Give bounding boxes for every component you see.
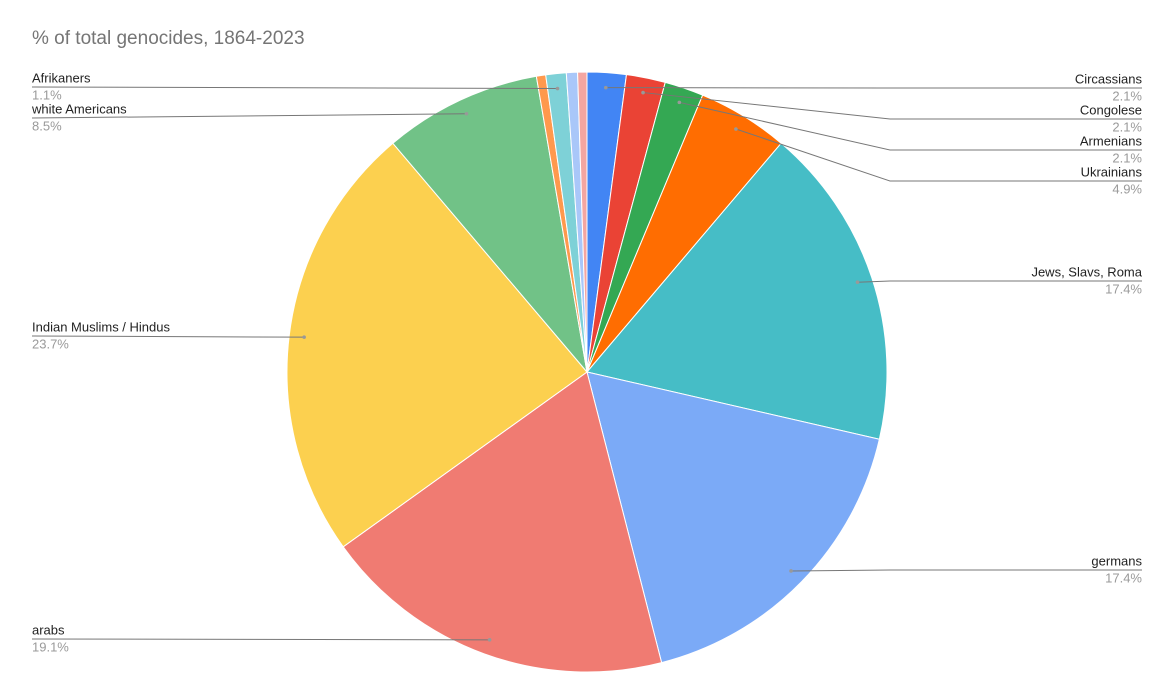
chart-title: % of total genocides, 1864-2023 (32, 28, 305, 49)
leader-dot (641, 90, 645, 95)
slice-value-label: 17.4% (1105, 570, 1142, 585)
slice-value-label: 1.1% (32, 87, 62, 102)
slice-value-label: 2.1% (1112, 119, 1142, 134)
leader-line (31, 113, 467, 119)
pie-slice (286, 142, 588, 548)
slice-label: Armenians (1080, 133, 1143, 148)
pie-slice (342, 371, 663, 673)
pie-slice (392, 75, 588, 374)
leader-dot (677, 100, 682, 105)
leader-dot (302, 335, 306, 339)
slice-label: Circassians (1075, 71, 1143, 86)
leader-dot (487, 638, 492, 642)
slice-label: Indian Muslims / Hindus (32, 319, 170, 334)
leader-line (642, 92, 1142, 120)
leader-dot (464, 111, 469, 116)
pie-slice (577, 71, 588, 373)
slice-value-label: 17.4% (1105, 281, 1142, 296)
leader-line (31, 86, 558, 90)
leader-dot (734, 127, 738, 131)
slice-value-label: 4.9% (1112, 181, 1142, 196)
leader-line (857, 280, 1142, 283)
leader-dot (555, 86, 560, 91)
slice-value-label: 2.1% (1112, 150, 1142, 165)
leader-line (31, 335, 305, 338)
leader-dot (855, 280, 860, 285)
slice-label: arabs (32, 622, 65, 637)
slice-value-label: 2.1% (1112, 88, 1142, 103)
slice-label: white Americans (31, 101, 127, 116)
slice-label: Congolese (1080, 102, 1142, 117)
leader-dot (789, 569, 793, 573)
leader-line (791, 569, 1142, 572)
slice-label: Ukrainians (1081, 164, 1143, 179)
leader-dot (603, 85, 608, 90)
leader-line (679, 101, 1142, 151)
slice-value-label: 8.5% (32, 118, 62, 133)
pie-slice (586, 142, 888, 440)
slice-label: Jews, Slavs, Roma (1031, 264, 1142, 279)
pie-slice (586, 371, 880, 664)
leader-line (31, 638, 490, 641)
slice-value-label: 19.1% (32, 639, 69, 654)
slice-label: Afrikaners (32, 70, 91, 85)
slice-value-label: 23.7% (32, 336, 69, 351)
leader-line (735, 128, 1142, 182)
slice-label: germans (1091, 553, 1142, 568)
